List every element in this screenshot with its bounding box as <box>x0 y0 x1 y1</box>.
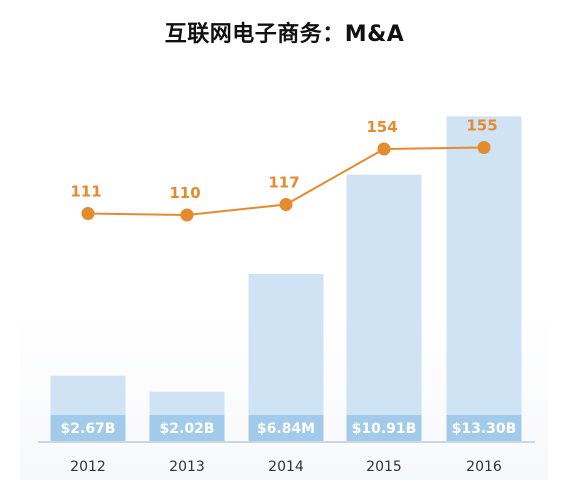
bar-label-bg-2015 <box>346 415 422 441</box>
bar-2014 <box>248 274 324 441</box>
chart-title: 互联网电子商务：M&A <box>164 22 405 47</box>
bar-label-bg-2014 <box>248 415 324 441</box>
bar-label-bg-2013 <box>149 415 225 441</box>
bar-label-bg-2012 <box>50 415 126 441</box>
line-point-label-2012: 111 <box>70 183 101 201</box>
line-point-label-2016: 155 <box>466 117 497 135</box>
x-tick-label-2015: 2015 <box>366 459 402 475</box>
x-tick-label-2013: 2013 <box>169 459 205 475</box>
line-point-2015 <box>377 142 391 156</box>
bar-2016 <box>446 116 522 441</box>
bar-value-label-2015: $10.91B <box>352 421 417 437</box>
line-point-2013 <box>180 208 194 222</box>
bar-2015 <box>346 174 422 442</box>
bar-value-label-2014: $6.84M <box>257 421 315 437</box>
bar-value-label-2012: $2.67B <box>61 421 116 437</box>
bar-value-label-2013: $2.02B <box>160 421 215 437</box>
x-tick-label-2016: 2016 <box>466 459 502 475</box>
x-tick-label-2014: 2014 <box>268 459 304 475</box>
line-point-label-2015: 154 <box>366 118 397 136</box>
line-point-2016 <box>477 141 491 154</box>
x-tick-label-2012: 2012 <box>70 459 106 475</box>
line-point-label-2013: 110 <box>169 184 200 202</box>
bar-label-bg-2016 <box>446 415 522 441</box>
bar-value-label-2016: $13.30B <box>452 421 517 437</box>
line-point-label-2014: 117 <box>268 174 299 192</box>
line-point-2012 <box>81 207 95 220</box>
line-point-2014 <box>279 198 293 211</box>
